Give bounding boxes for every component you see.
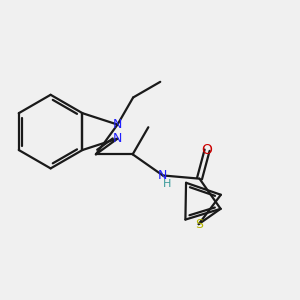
Text: O: O xyxy=(202,143,212,157)
Text: H: H xyxy=(163,178,171,189)
Text: S: S xyxy=(195,218,203,231)
Text: N: N xyxy=(113,118,122,131)
Text: N: N xyxy=(158,169,167,182)
Text: N: N xyxy=(113,132,122,145)
